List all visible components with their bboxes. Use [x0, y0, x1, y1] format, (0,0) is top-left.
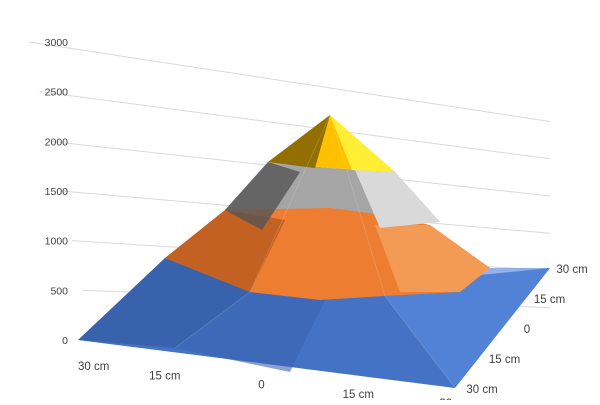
z-tick-label: 1000: [45, 236, 69, 248]
y-tick-label: 15 cm: [489, 354, 520, 366]
surface-orange-light-right: [375, 225, 490, 292]
surface-base-light-right: [385, 268, 550, 388]
z-tick-label: 3000: [45, 37, 69, 49]
y-tick-label: 15 cm: [534, 294, 565, 306]
surface-base-shade-left: [78, 258, 250, 348]
z-gridline: [28, 41, 551, 122]
x-tick-label: 0: [258, 380, 264, 392]
x-tick-label: 15 cm: [149, 370, 180, 382]
surface-plot: [78, 114, 550, 389]
y-tick-label: 0: [524, 324, 530, 336]
y-tick-label: 30 cm: [556, 264, 587, 276]
z-tick-label: 0: [62, 335, 68, 347]
y-tick-label: 30 cm: [466, 384, 497, 396]
surface-base-shade-mid: [175, 290, 330, 372]
surface-ridge-2: [329, 114, 456, 389]
z-tick-label: 1500: [45, 186, 69, 198]
z-tick-label: 500: [50, 285, 68, 297]
x-tick-label: 30 cm: [78, 361, 109, 373]
z-tick-label: 2500: [45, 87, 69, 99]
surface-gray-shade-left: [225, 162, 300, 230]
surface-orange-shade-left: [165, 210, 285, 292]
z-tick-label: 2000: [45, 136, 69, 148]
y-axis-ticks: 30 cm 15 cm 0 15 cm 30 cm: [466, 264, 587, 396]
z-gridline: [39, 91, 551, 160]
surface-peak-light: [330, 115, 395, 172]
surface-gray-light-right: [355, 170, 440, 228]
surface-ridge-1: [174, 114, 331, 349]
x-tick-label: 15 cm: [343, 389, 374, 400]
surface-peak-dark: [268, 115, 330, 168]
z-axis-ticks: 0 500 1000 1500 2000 2500 3000: [45, 37, 69, 347]
